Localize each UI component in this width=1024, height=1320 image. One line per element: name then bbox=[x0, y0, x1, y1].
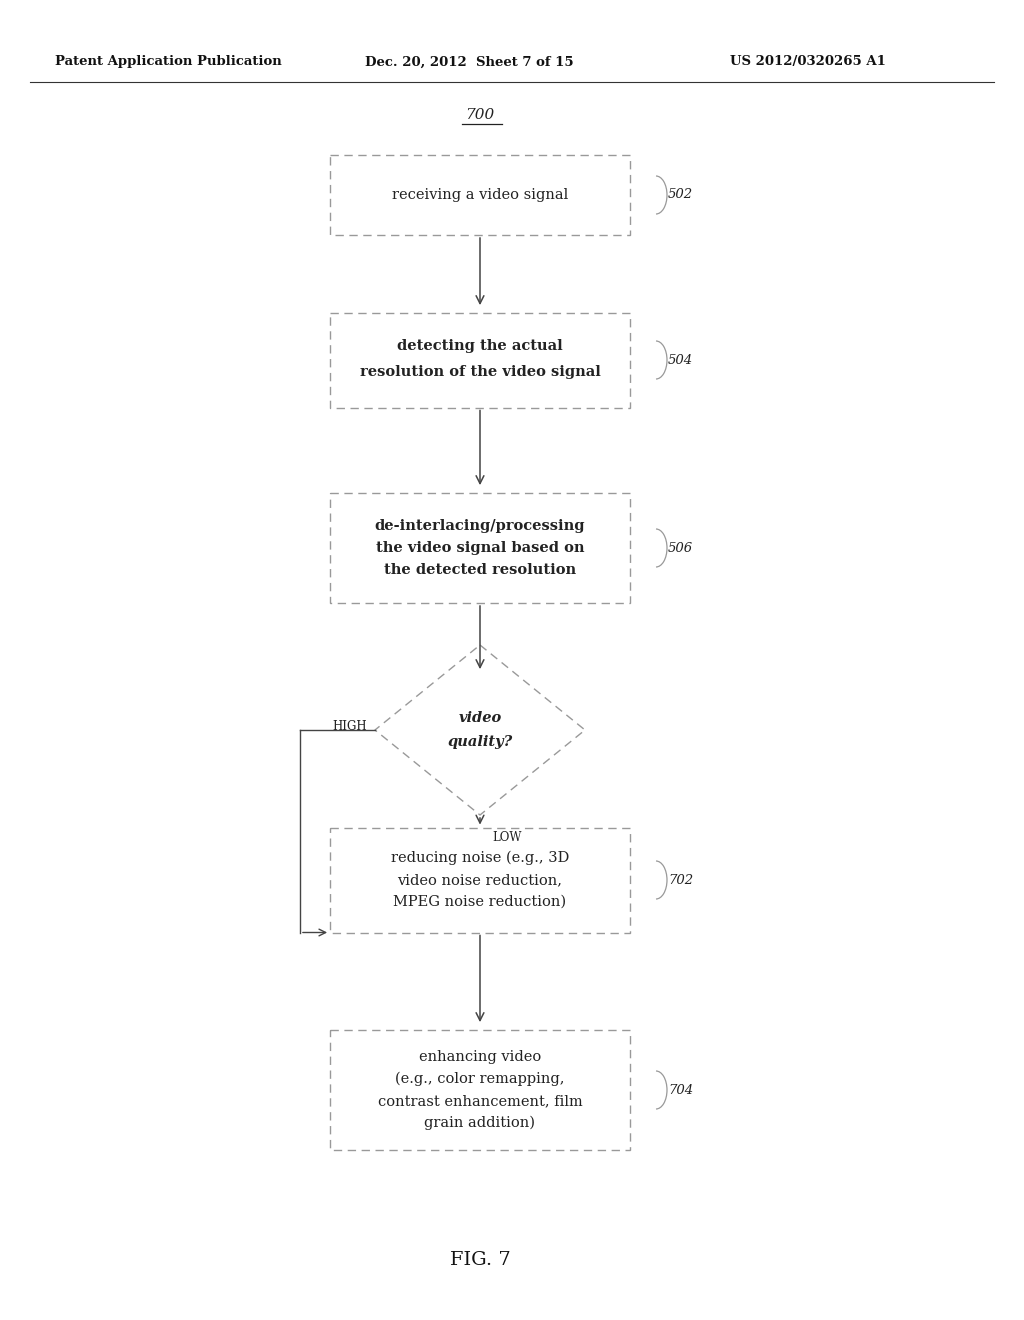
FancyBboxPatch shape bbox=[330, 492, 630, 603]
Text: receiving a video signal: receiving a video signal bbox=[392, 187, 568, 202]
Text: Patent Application Publication: Patent Application Publication bbox=[55, 55, 282, 69]
Text: the video signal based on: the video signal based on bbox=[376, 541, 585, 554]
Text: detecting the actual: detecting the actual bbox=[397, 339, 563, 352]
Text: video noise reduction,: video noise reduction, bbox=[397, 873, 562, 887]
Text: (e.g., color remapping,: (e.g., color remapping, bbox=[395, 1072, 565, 1086]
FancyBboxPatch shape bbox=[330, 1030, 630, 1150]
Text: 702: 702 bbox=[668, 874, 693, 887]
Polygon shape bbox=[375, 645, 585, 814]
Text: quality?: quality? bbox=[447, 735, 513, 748]
Text: MPEG noise reduction): MPEG noise reduction) bbox=[393, 895, 566, 909]
Text: reducing noise (e.g., 3D: reducing noise (e.g., 3D bbox=[391, 851, 569, 865]
Text: 502: 502 bbox=[668, 189, 693, 202]
Text: resolution of the video signal: resolution of the video signal bbox=[359, 366, 600, 379]
Text: the detected resolution: the detected resolution bbox=[384, 564, 577, 577]
Text: 506: 506 bbox=[668, 541, 693, 554]
Text: enhancing video: enhancing video bbox=[419, 1049, 541, 1064]
FancyBboxPatch shape bbox=[330, 313, 630, 408]
FancyBboxPatch shape bbox=[330, 154, 630, 235]
Text: de-interlacing/processing: de-interlacing/processing bbox=[375, 519, 586, 533]
Text: grain addition): grain addition) bbox=[425, 1115, 536, 1130]
Text: US 2012/0320265 A1: US 2012/0320265 A1 bbox=[730, 55, 886, 69]
Text: LOW: LOW bbox=[492, 832, 521, 843]
Text: 504: 504 bbox=[668, 354, 693, 367]
Text: HIGH: HIGH bbox=[333, 719, 367, 733]
Text: Dec. 20, 2012  Sheet 7 of 15: Dec. 20, 2012 Sheet 7 of 15 bbox=[365, 55, 573, 69]
Text: video: video bbox=[459, 711, 502, 725]
Text: contrast enhancement, film: contrast enhancement, film bbox=[378, 1094, 583, 1107]
Text: 700: 700 bbox=[465, 108, 495, 121]
Text: 704: 704 bbox=[668, 1084, 693, 1097]
Text: FIG. 7: FIG. 7 bbox=[450, 1251, 510, 1269]
FancyBboxPatch shape bbox=[330, 828, 630, 932]
